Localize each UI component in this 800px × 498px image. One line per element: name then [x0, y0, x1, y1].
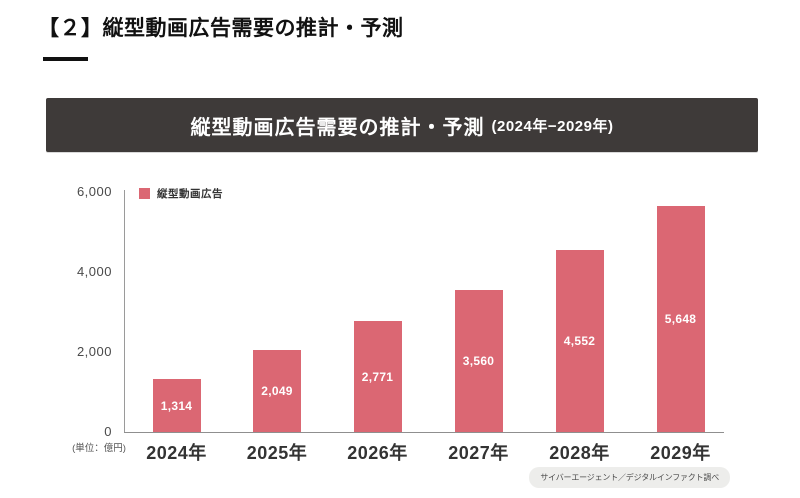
y-axis-tick-label: 4,000: [76, 264, 112, 279]
page-title: 【２】縦型動画広告需要の推計・予測: [38, 17, 404, 40]
bar-value-label: 2,771: [361, 369, 394, 384]
x-axis-label: 2026年: [347, 443, 408, 463]
chart-title: 縦型動画広告需要の推計・予測: [190, 116, 485, 139]
x-axis-label: 2028年: [549, 443, 610, 463]
bar-2026年: 2,771: [353, 321, 402, 432]
y-axis-line: [124, 190, 125, 432]
bar-value-label: 1,314: [160, 398, 193, 413]
x-axis-label: 2027年: [448, 443, 509, 463]
legend-swatch-icon: [139, 188, 150, 199]
bar-2029年: 5,648: [656, 206, 705, 432]
bar-2025年: 2,049: [253, 350, 301, 432]
bar-value-label: 3,560: [462, 354, 495, 368]
bar-2027年: 3,560: [454, 290, 503, 432]
bar-2028年: 4,552: [555, 250, 604, 432]
y-axis-tick-label: 2,000: [76, 344, 112, 359]
bar-value-label: 4,552: [563, 334, 596, 348]
title-underline: [43, 57, 88, 61]
chart-title-years: (2024年−2029年): [491, 117, 614, 135]
source-credit: サイバーエージェント／デジタルインファクト調べ: [529, 467, 730, 488]
x-axis-line: [124, 432, 724, 433]
axis-unit-label: (単位：億円): [72, 443, 126, 454]
x-axis-label: 2029年: [650, 443, 711, 463]
x-axis-label: 2025年: [246, 443, 308, 463]
bar-2024年: 1,314: [152, 379, 201, 432]
legend: 縦型動画広告: [139, 186, 223, 201]
x-axis-label: 2024年: [146, 443, 207, 463]
bar-value-label: 5,648: [664, 312, 697, 326]
bar-value-label: 2,049: [261, 384, 293, 398]
y-axis-tick-label: 0: [104, 424, 112, 439]
legend-label: 縦型動画広告: [157, 188, 223, 200]
y-axis-tick-label: 6,000: [76, 184, 112, 199]
chart-title-banner: 縦型動画広告需要の推計・予測 (2024年−2029年): [46, 98, 758, 152]
